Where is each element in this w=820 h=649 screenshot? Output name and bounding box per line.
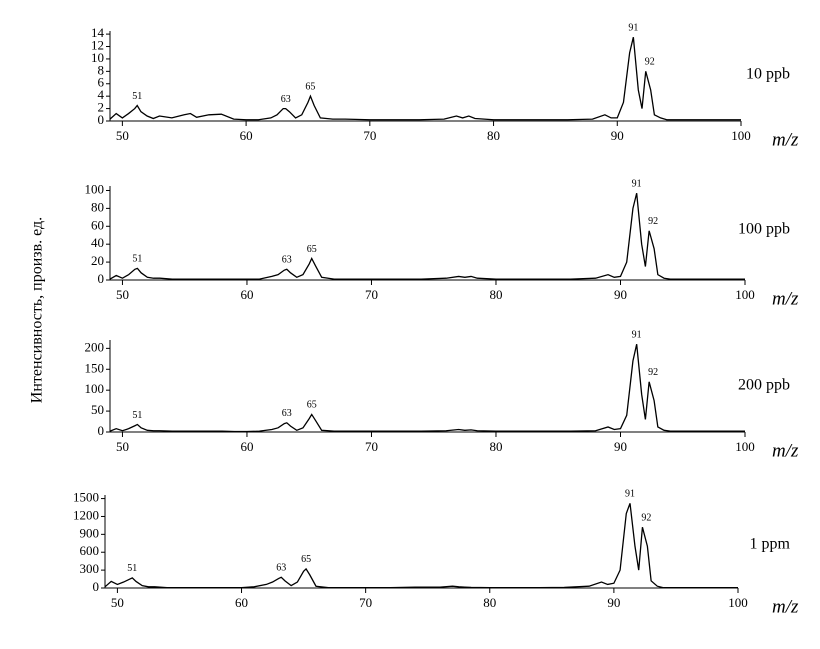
- y-tick-label: 900: [80, 525, 100, 540]
- y-tick-label: 0: [93, 579, 100, 594]
- x-tick-label: 90: [614, 287, 627, 302]
- x-tick-label: 70: [359, 595, 372, 610]
- spectrum-line: [109, 344, 745, 433]
- concentration-label: 10 ppb: [746, 66, 790, 83]
- peak-label: 91: [632, 178, 642, 189]
- peak-label: 65: [301, 554, 311, 565]
- x-tick-label: 100: [735, 287, 755, 302]
- y-tick-label: 40: [91, 235, 104, 250]
- x-tick-label: 90: [607, 595, 620, 610]
- y-tick-label: 600: [80, 543, 100, 558]
- x-tick-label: 60: [240, 287, 253, 302]
- x-tick-label: 80: [489, 287, 502, 302]
- y-tick-label: 80: [91, 199, 104, 214]
- peak-label: 65: [307, 244, 317, 255]
- x-tick-label: 50: [111, 595, 124, 610]
- y-tick-label: 100: [85, 181, 105, 196]
- y-tick-label: 150: [85, 360, 105, 375]
- x-tick-label: 70: [365, 287, 378, 302]
- y-tick-label: 2: [98, 100, 105, 115]
- x-tick-label: 50: [116, 128, 129, 143]
- peak-label: 65: [307, 400, 317, 411]
- x-tick-label: 90: [614, 439, 627, 454]
- y-tick-label: 6: [98, 75, 105, 90]
- y-tick-label: 60: [91, 217, 104, 232]
- y-tick-label: 200: [85, 339, 105, 354]
- x-tick-label: 100: [735, 439, 755, 454]
- y-tick-label: 14: [91, 25, 105, 40]
- x-axis-label: m/z: [772, 596, 799, 617]
- x-tick-label: 70: [363, 128, 376, 143]
- y-tick-label: 0: [98, 271, 105, 286]
- peak-label: 63: [282, 255, 292, 266]
- spectrum-line: [109, 193, 745, 280]
- peak-label: 51: [127, 563, 137, 574]
- x-tick-label: 90: [611, 128, 624, 143]
- spectrum-line: [109, 37, 741, 121]
- peak-label: 51: [132, 410, 142, 421]
- peak-label: 51: [132, 91, 142, 102]
- y-tick-label: 0: [98, 112, 105, 127]
- peak-label: 51: [132, 254, 142, 265]
- peak-label: 63: [276, 563, 286, 574]
- peak-label: 65: [305, 81, 315, 92]
- x-axis-label: m/z: [772, 440, 799, 461]
- x-tick-label: 100: [731, 128, 751, 143]
- spectrum-line: [104, 503, 738, 589]
- x-tick-label: 60: [235, 595, 248, 610]
- x-tick-label: 80: [483, 595, 496, 610]
- peak-label: 63: [281, 94, 291, 105]
- peak-label: 92: [648, 367, 658, 378]
- x-tick-label: 70: [365, 439, 378, 454]
- x-tick-label: 60: [240, 128, 253, 143]
- peak-label: 63: [282, 408, 292, 419]
- y-tick-label: 0: [98, 423, 105, 438]
- y-tick-label: 20: [91, 253, 104, 268]
- y-tick-label: 4: [98, 87, 105, 102]
- y-axis-label: Интенсивность, произв. ед.: [29, 217, 46, 403]
- x-axis-label: m/z: [772, 129, 799, 150]
- peak-label: 91: [625, 489, 635, 500]
- peak-label: 92: [648, 216, 658, 227]
- x-tick-label: 100: [728, 595, 748, 610]
- concentration-label: 100 ppb: [738, 221, 790, 238]
- y-tick-label: 300: [80, 561, 100, 576]
- x-tick-label: 80: [489, 439, 502, 454]
- y-tick-label: 50: [91, 402, 104, 417]
- y-tick-label: 8: [98, 62, 105, 77]
- y-tick-label: 1500: [73, 490, 99, 505]
- y-tick-label: 1200: [73, 507, 99, 522]
- peak-label: 92: [645, 57, 655, 68]
- x-tick-label: 60: [240, 439, 253, 454]
- concentration-label: 200 ppb: [738, 377, 790, 394]
- y-tick-label: 100: [85, 381, 105, 396]
- y-tick-label: 10: [91, 50, 104, 65]
- x-axis-label: m/z: [772, 288, 799, 309]
- peak-label: 92: [641, 512, 651, 523]
- x-tick-label: 50: [116, 287, 129, 302]
- peak-label: 91: [632, 329, 642, 340]
- y-tick-label: 12: [91, 38, 104, 53]
- concentration-label: 1 ppm: [750, 536, 791, 553]
- x-tick-label: 50: [116, 439, 129, 454]
- x-tick-label: 80: [487, 128, 500, 143]
- peak-label: 91: [628, 23, 638, 34]
